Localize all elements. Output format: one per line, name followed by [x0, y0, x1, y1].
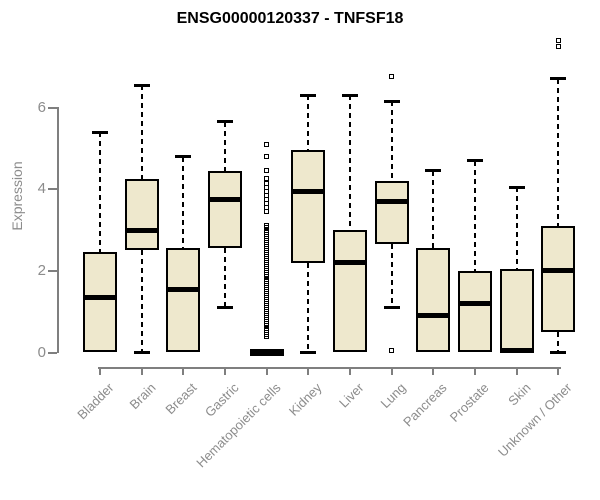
upper-whisker: [432, 170, 435, 249]
lower-whisker: [223, 248, 226, 308]
median-line: [332, 260, 367, 266]
y-tick-label: 4: [37, 180, 46, 198]
outlier-point: [264, 141, 270, 147]
x-axis-tick: [307, 367, 310, 375]
upper-whisker-cap: [508, 185, 525, 189]
lower-whisker: [140, 250, 143, 353]
upper-whisker: [307, 95, 310, 151]
upper-whisker: [182, 156, 185, 249]
outlier-point: [389, 74, 395, 80]
box: [166, 248, 201, 353]
lower-whisker-cap: [550, 351, 567, 354]
x-axis-tick: [557, 367, 560, 375]
outlier-point: [389, 347, 395, 353]
y-axis-tick: [48, 106, 57, 109]
upper-whisker-cap: [133, 83, 150, 87]
upper-whisker-cap: [383, 99, 400, 103]
x-axis-tick: [140, 367, 143, 375]
x-axis-tick: [182, 367, 185, 375]
x-axis-tick: [515, 367, 518, 375]
upper-whisker: [473, 160, 476, 271]
upper-whisker-cap: [300, 93, 317, 97]
median-line: [291, 188, 326, 194]
x-axis-line: [98, 367, 561, 369]
x-axis-tick: [99, 367, 101, 375]
upper-whisker-cap: [425, 169, 442, 173]
y-axis-line: [56, 106, 59, 354]
x-axis-tick: [265, 367, 268, 375]
median-line: [207, 196, 242, 202]
y-axis-tick: [48, 188, 57, 191]
upper-whisker: [390, 101, 393, 181]
lower-whisker: [557, 332, 560, 353]
box: [374, 181, 409, 245]
lower-whisker: [307, 262, 310, 353]
outlier-point: [264, 176, 270, 182]
median-line: [499, 347, 534, 353]
upper-whisker-cap: [216, 120, 233, 124]
outlier-point: [264, 154, 270, 160]
median-line: [416, 313, 451, 319]
box: [332, 230, 367, 353]
box: [207, 170, 242, 249]
upper-whisker-cap: [175, 155, 192, 159]
median-line: [457, 301, 492, 306]
upper-whisker-cap: [466, 159, 483, 163]
upper-whisker-cap: [550, 77, 567, 81]
collapsed-box: [249, 349, 284, 356]
x-axis-tick: [390, 367, 393, 375]
upper-whisker-cap: [341, 93, 358, 97]
box: [416, 248, 451, 353]
x-axis-tick: [473, 367, 476, 375]
upper-whisker: [223, 121, 226, 171]
box: [83, 252, 117, 353]
lower-whisker-cap: [300, 351, 317, 354]
box: [541, 225, 576, 333]
median-line: [83, 294, 117, 300]
y-tick-label: 2: [37, 261, 46, 279]
outlier-point: [555, 43, 561, 49]
x-axis-tick: [432, 367, 435, 375]
lower-whisker-cap: [133, 351, 150, 354]
upper-whisker-cap: [92, 130, 108, 134]
lower-whisker: [390, 244, 393, 308]
y-axis-tick: [48, 351, 57, 354]
box: [499, 268, 534, 353]
outlier-point: [555, 37, 561, 43]
outlier-point: [264, 223, 270, 229]
x-axis-tick: [348, 367, 351, 375]
upper-whisker: [557, 78, 560, 226]
median-line: [166, 286, 201, 292]
box: [457, 270, 492, 353]
upper-whisker: [99, 132, 101, 253]
box: [291, 150, 326, 263]
upper-whisker: [140, 85, 143, 179]
median-line: [124, 227, 159, 233]
outlier-point: [264, 168, 270, 174]
y-axis-tick: [48, 269, 57, 272]
lower-whisker-cap: [216, 306, 233, 310]
y-tick-label: 6: [37, 98, 46, 116]
upper-whisker: [515, 187, 518, 269]
x-axis-tick: [223, 367, 226, 375]
y-tick-label: 0: [37, 343, 46, 361]
box: [124, 178, 159, 251]
upper-whisker: [348, 95, 351, 230]
lower-whisker-cap: [383, 306, 400, 310]
median-line: [541, 268, 576, 274]
median-line: [374, 198, 409, 204]
chart-title: ENSG00000120337 - TNFSF18: [176, 10, 404, 27]
